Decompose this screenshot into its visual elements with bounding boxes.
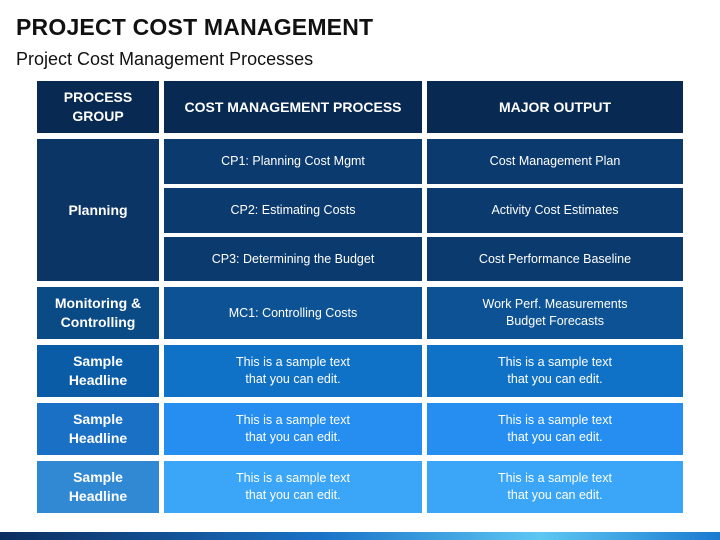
group-sample-headline: Sample Headline: [37, 461, 159, 513]
group-sample-headline: Sample Headline: [37, 345, 159, 397]
group-sample-headline: Sample Headline: [37, 403, 159, 455]
process-cell: CP2: Estimating Costs: [164, 188, 422, 233]
group-monitoring-controlling: Monitoring & Controlling: [37, 287, 159, 339]
output-cell: Work Perf. Measurements Budget Forecasts: [427, 287, 683, 339]
output-cell: This is a sample text that you can edit.: [427, 461, 683, 513]
output-cell: Cost Performance Baseline: [427, 237, 683, 281]
header-cost-management-process: COST MANAGEMENT PROCESS: [164, 81, 422, 133]
output-cell: This is a sample text that you can edit.: [427, 403, 683, 455]
process-cell: CP1: Planning Cost Mgmt: [164, 139, 422, 184]
page-title: PROJECT COST MANAGEMENT: [16, 14, 374, 40]
header-major-output: MAJOR OUTPUT: [427, 81, 683, 133]
process-cell: This is a sample text that you can edit.: [164, 403, 422, 455]
process-cell: This is a sample text that you can edit.: [164, 345, 422, 397]
output-cell: Activity Cost Estimates: [427, 188, 683, 233]
process-cell: CP3: Determining the Budget: [164, 237, 422, 281]
header-process-group: PROCESS GROUP: [37, 81, 159, 133]
output-cell: Cost Management Plan: [427, 139, 683, 184]
group-planning: Planning: [37, 139, 159, 281]
page-subtitle: Project Cost Management Processes: [16, 49, 314, 69]
footer-gradient-bar: [0, 532, 720, 540]
process-cell: MC1: Controlling Costs: [164, 287, 422, 339]
output-cell: This is a sample text that you can edit.: [427, 345, 683, 397]
process-cell: This is a sample text that you can edit.: [164, 461, 422, 513]
